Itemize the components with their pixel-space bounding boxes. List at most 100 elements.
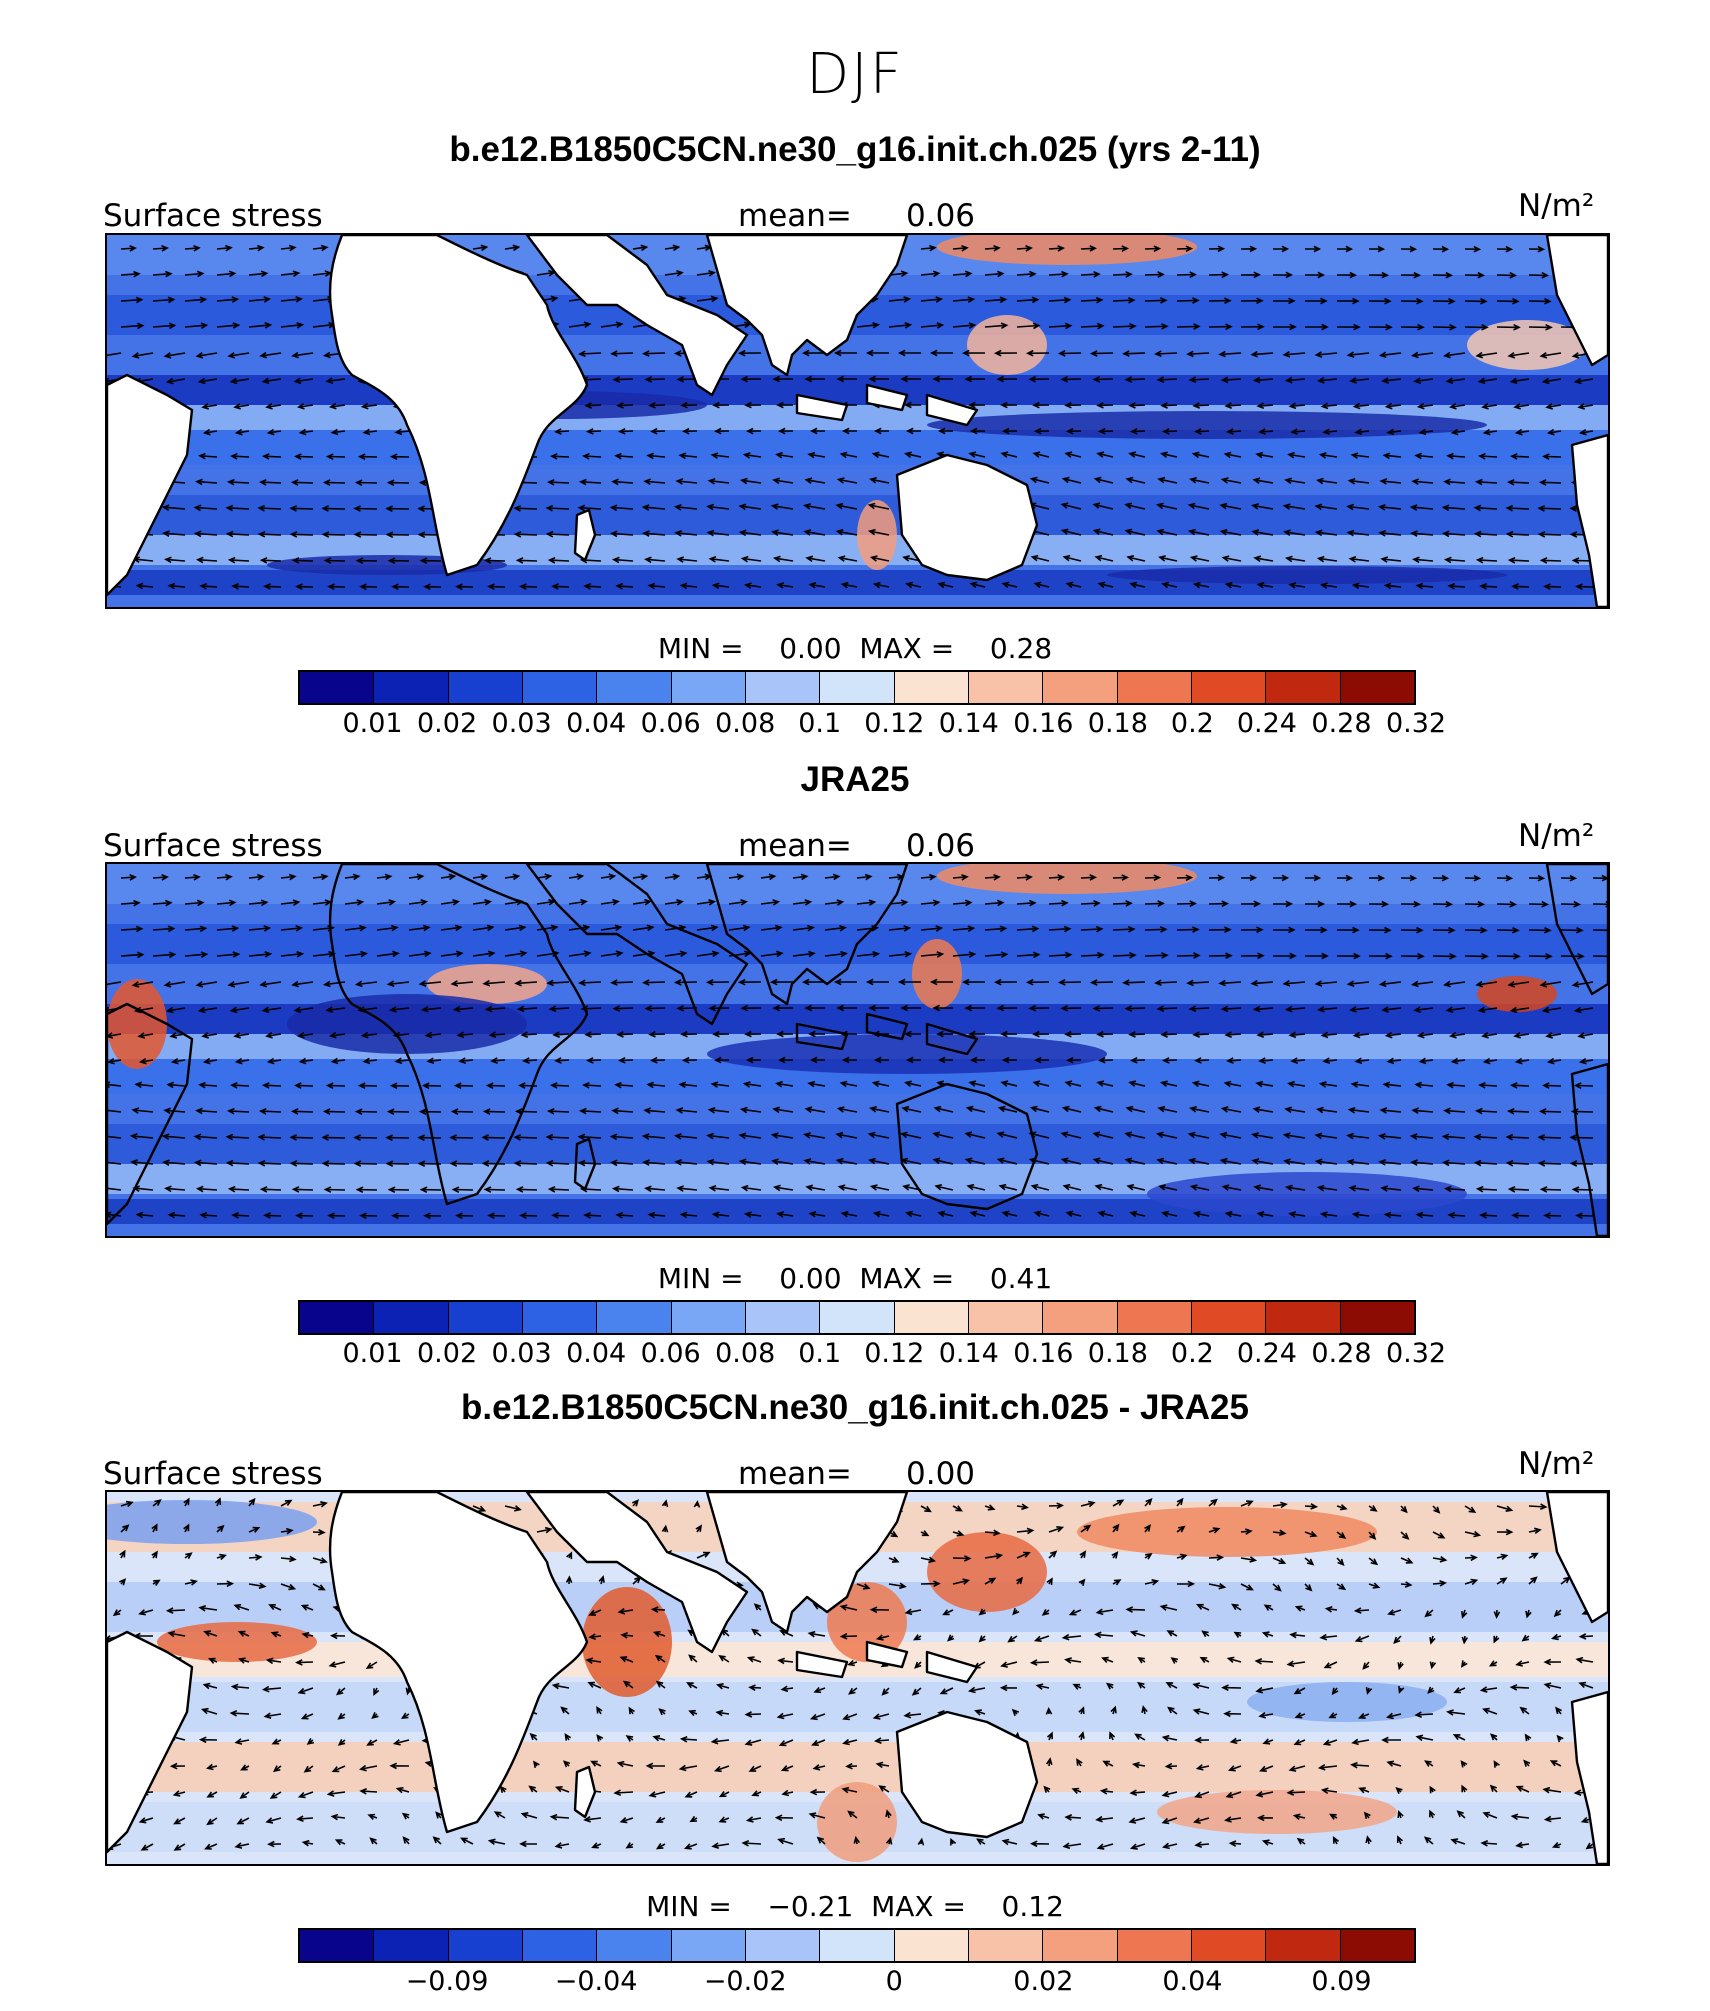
vector-arrow	[1192, 581, 1210, 589]
field-band	[107, 1124, 1608, 1164]
vector-arrow	[165, 377, 186, 385]
vector-arrow	[1538, 479, 1562, 486]
vector-arrow	[792, 873, 809, 881]
vector-arrow	[1314, 980, 1338, 987]
vector-arrow	[402, 1836, 410, 1845]
vector-arrow	[564, 1733, 572, 1741]
vector-arrow	[996, 375, 1018, 383]
vector-arrow	[481, 1134, 506, 1141]
vector-arrow	[1400, 271, 1422, 279]
vector-arrow	[622, 1680, 634, 1689]
vector-arrow	[202, 1057, 218, 1065]
vector-arrow	[1016, 951, 1041, 959]
min-label: MIN =	[657, 1262, 744, 1295]
vector-arrow	[1272, 900, 1294, 908]
vector-arrow	[1460, 1660, 1468, 1668]
vector-arrow	[772, 1004, 794, 1012]
vector-arrow	[872, 1713, 890, 1720]
colorbar-tick-labels: 0.01 0.02 0.03 0.04 0.06 0.08 0.1 0.12 0.14 0.16 0…	[298, 708, 1446, 742]
vector-arrow	[513, 505, 538, 512]
vector-arrow	[612, 376, 634, 383]
vector-arrow	[1368, 245, 1386, 253]
vector-arrow	[1489, 1733, 1498, 1741]
vector-arrow	[1286, 1660, 1306, 1668]
vector-arrow	[947, 1634, 955, 1642]
vector-arrow	[1124, 376, 1146, 383]
vector-arrow	[856, 1583, 871, 1590]
vector-arrow	[744, 1711, 762, 1718]
vector-arrow	[237, 1630, 250, 1637]
landmass	[795, 1650, 849, 1679]
vector-arrow	[1429, 1661, 1437, 1670]
unit-label: N/m²	[1518, 818, 1595, 854]
vector-arrow	[1368, 874, 1386, 882]
vector-arrow	[1305, 926, 1328, 934]
vector-arrow	[616, 1031, 634, 1038]
vector-arrow	[840, 581, 858, 589]
vector-arrow	[807, 451, 826, 459]
vector-arrow	[546, 478, 570, 486]
vector-arrow	[161, 504, 186, 511]
vector-arrow	[206, 1791, 218, 1798]
vector-arrow	[936, 1030, 953, 1038]
vector-arrow	[536, 1526, 553, 1534]
vector-arrow	[1346, 1132, 1370, 1140]
vector-arrow	[107, 1107, 122, 1113]
vector-arrow	[248, 244, 265, 252]
colorbar	[298, 1928, 1416, 1963]
vector-arrow	[920, 1580, 941, 1588]
vector-arrow	[1386, 1760, 1402, 1767]
vector-arrow	[1336, 1504, 1348, 1511]
vector-arrow	[1129, 1210, 1146, 1218]
vector-arrow	[933, 1105, 954, 1113]
vector-arrow	[280, 873, 297, 881]
vector-arrow	[706, 529, 730, 537]
vector-arrow	[1110, 1705, 1117, 1715]
vector-arrow	[1543, 583, 1562, 590]
vector-arrow	[1218, 979, 1242, 987]
vector-arrow	[1493, 1609, 1501, 1620]
vector-arrow	[270, 1631, 282, 1638]
vector-arrow	[1016, 874, 1033, 881]
vector-arrow	[1383, 582, 1402, 590]
vector-arrow	[578, 478, 602, 486]
vector-arrow	[1125, 1105, 1146, 1113]
vector-arrow	[1129, 427, 1146, 435]
vector-arrow	[856, 950, 881, 958]
vector-arrow	[920, 322, 945, 329]
field-patch	[582, 1587, 672, 1697]
vector-arrow	[611, 478, 634, 486]
vector-arrow	[173, 1843, 186, 1851]
vector-arrow	[1424, 1609, 1434, 1618]
vector-arrow	[969, 581, 986, 589]
vector-arrow	[1231, 1603, 1242, 1611]
vector-arrow	[293, 453, 314, 460]
vector-arrow	[678, 1764, 698, 1772]
vector-arrow	[1414, 1081, 1434, 1089]
vector-arrow	[632, 924, 655, 932]
vector-arrow	[1354, 1635, 1370, 1643]
vector-arrow	[1543, 1212, 1562, 1219]
vector-arrow	[1060, 1157, 1082, 1165]
vector-arrow	[583, 583, 602, 590]
vector-arrow	[1551, 1841, 1562, 1849]
vector-arrow	[551, 1682, 570, 1690]
vector-arrow	[1144, 1497, 1153, 1507]
vector-arrow	[673, 504, 698, 511]
vector-arrow	[1423, 1836, 1434, 1845]
vector-arrow	[472, 924, 495, 932]
vector-arrow	[745, 427, 762, 435]
vector-arrow	[932, 375, 953, 383]
coastlines	[107, 235, 1608, 607]
panel-title-obs: JRA25	[800, 760, 910, 799]
colorbar-swatch	[1191, 672, 1267, 703]
vector-arrow	[1223, 1080, 1242, 1088]
vector-arrow	[1125, 1606, 1146, 1613]
vector-arrow	[1528, 1503, 1548, 1511]
vector-arrow	[328, 1661, 346, 1668]
vector-arrow	[611, 1185, 634, 1193]
vector-arrow	[1553, 1609, 1562, 1618]
vector-arrow	[1187, 528, 1210, 536]
vector-arrow	[964, 1131, 986, 1139]
vector-arrow	[440, 899, 461, 906]
